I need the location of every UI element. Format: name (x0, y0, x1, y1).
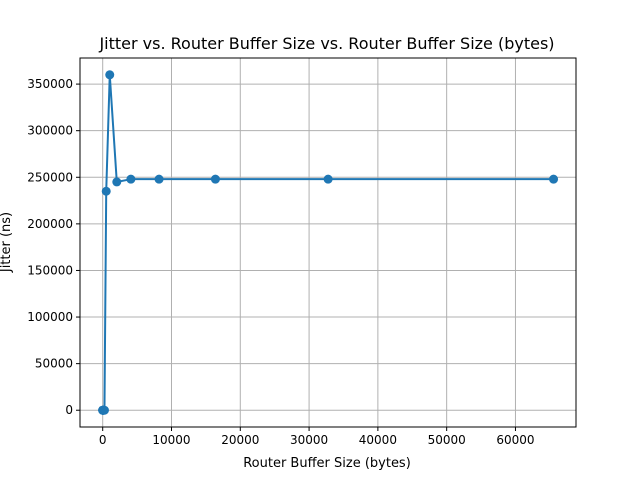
data-point (99, 405, 109, 415)
series-line (102, 74, 554, 412)
data-point (126, 174, 136, 184)
x-tick-label: 20000 (221, 433, 259, 447)
y-tick-label: 50000 (35, 357, 73, 371)
series (98, 70, 559, 415)
data-point (112, 177, 122, 187)
data-point (323, 174, 333, 184)
y-axis-label: Jitter (ns) (0, 212, 14, 273)
x-tick-label: 50000 (428, 433, 466, 447)
x-tick-label: 10000 (152, 433, 190, 447)
data-point (210, 174, 220, 184)
grid (80, 58, 576, 427)
data-point (154, 174, 164, 184)
x-tick-label: 60000 (496, 433, 534, 447)
chart-title: Jitter vs. Router Buffer Size vs. Router… (98, 34, 554, 53)
axis-ticks: 0 10000 20000 30000 40000 50000 60000 0 50000 100… (27, 77, 534, 447)
plot-frame (79, 57, 577, 428)
x-tick-label: 0 (99, 433, 107, 447)
y-tick-label: 200000 (27, 217, 73, 231)
y-tick-label: 350000 (27, 77, 73, 91)
data-point (101, 186, 111, 196)
x-tick-label: 40000 (359, 433, 397, 447)
y-tick-label: 300000 (27, 124, 73, 138)
data-point (549, 174, 559, 184)
data-point (105, 70, 115, 80)
y-tick-label: 100000 (27, 310, 73, 324)
x-axis-label: Router Buffer Size (bytes) (243, 456, 411, 471)
x-tick-label: 30000 (290, 433, 328, 447)
y-tick-label: 150000 (27, 263, 73, 277)
y-tick-label: 0 (65, 403, 73, 417)
y-tick-label: 250000 (27, 170, 73, 184)
